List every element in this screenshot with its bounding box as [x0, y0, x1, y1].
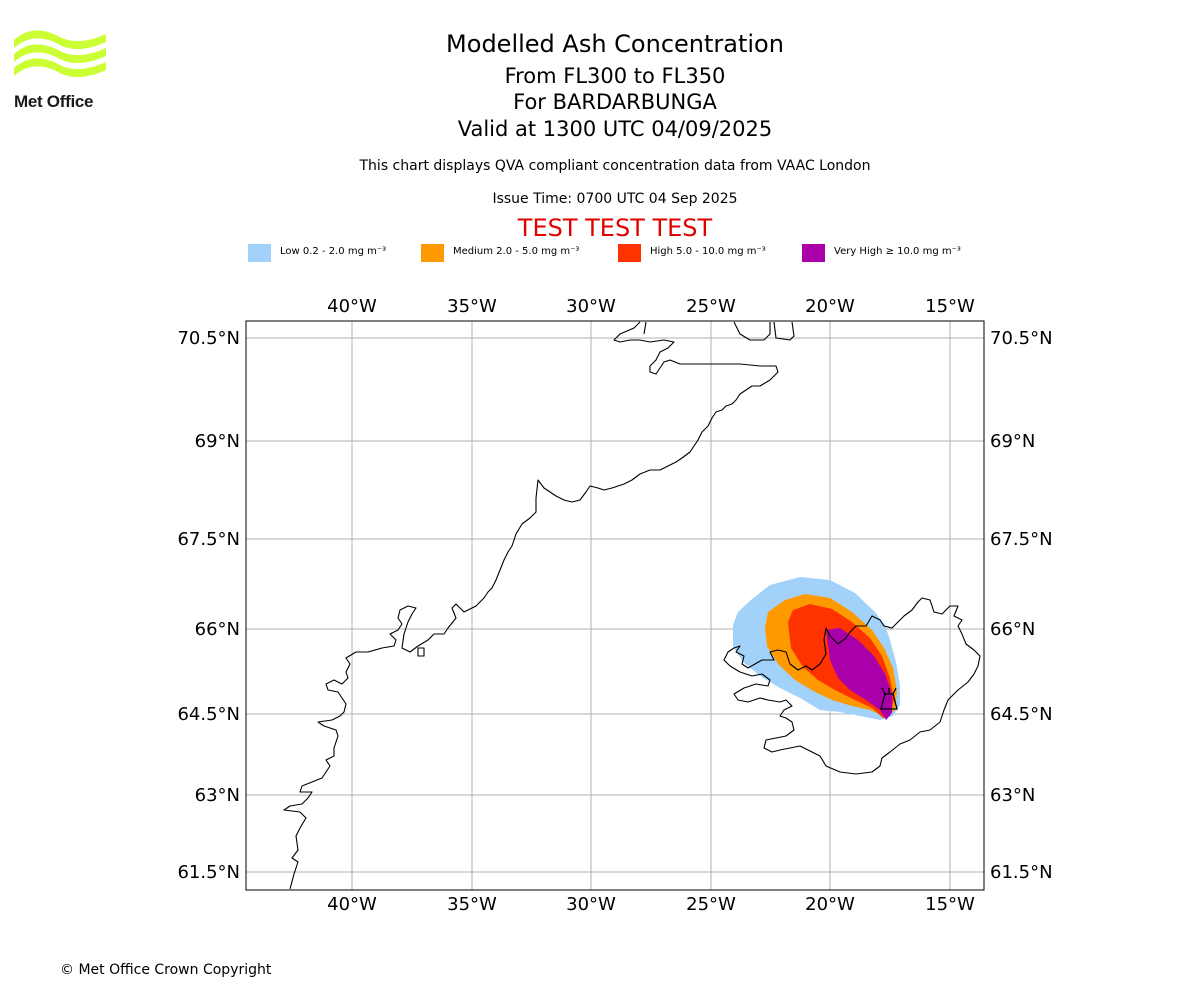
- lon-label-bottom-25w: 25°W: [686, 894, 736, 915]
- lat-label-left-64-5n: 64.5°N: [177, 704, 240, 725]
- lat-label-right-70-5n: 70.5°N: [990, 328, 1053, 349]
- legend-swatch-medium: [421, 244, 444, 262]
- issue-time: Issue Time: 0700 UTC 04 Sep 2025: [492, 191, 738, 207]
- lon-label-top-15w: 15°W: [925, 296, 975, 317]
- greenland-islet: [417, 647, 425, 657]
- iceland-coast: [723, 597, 981, 775]
- lon-label-top-20w: 20°W: [805, 296, 855, 317]
- lon-label-top-30w: 30°W: [566, 296, 616, 317]
- legend-label-very-high: Very High ≥ 10.0 mg m⁻³: [834, 246, 961, 257]
- logo-text: Met Office: [14, 92, 94, 111]
- lat-label-left-67-5n: 67.5°N: [177, 529, 240, 550]
- lat-label-right-66n: 66°N: [990, 619, 1035, 640]
- lat-label-left-69n: 69°N: [195, 431, 240, 452]
- test-banner: TEST TEST TEST: [517, 214, 713, 242]
- legend-label-high: High 5.0 - 10.0 mg m⁻³: [650, 246, 766, 257]
- lat-label-left-63n: 63°N: [195, 785, 240, 806]
- lon-label-top-40w: 40°W: [327, 296, 377, 317]
- volcano-name: For BARDARBUNGA: [513, 90, 717, 114]
- met-office-logo: Met Office: [14, 30, 110, 114]
- lat-label-left-66n: 66°N: [195, 619, 240, 640]
- lon-label-top-25w: 25°W: [686, 296, 736, 317]
- lon-label-top-35w: 35°W: [447, 296, 497, 317]
- legend-label-low: Low 0.2 - 2.0 mg m⁻³: [280, 246, 387, 257]
- lat-label-left-61-5n: 61.5°N: [177, 862, 240, 883]
- lat-label-left-70-5n: 70.5°N: [177, 328, 240, 349]
- greenland-coast-north: [643, 321, 795, 341]
- lat-label-right-69n: 69°N: [990, 431, 1035, 452]
- map-background: [246, 321, 984, 890]
- lat-label-right-61-5n: 61.5°N: [990, 862, 1053, 883]
- coastlines: [283, 321, 981, 890]
- lat-label-right-67-5n: 67.5°N: [990, 529, 1053, 550]
- lon-label-bottom-35w: 35°W: [447, 894, 497, 915]
- met-office-waves-icon: [14, 30, 106, 78]
- legend-label-medium: Medium 2.0 - 5.0 mg m⁻³: [453, 246, 580, 257]
- legend-swatch-very-high: [802, 244, 825, 262]
- lat-label-right-64-5n: 64.5°N: [990, 704, 1053, 725]
- legend-swatch-high: [618, 244, 641, 262]
- lon-label-bottom-15w: 15°W: [925, 894, 975, 915]
- legend-swatch-low: [248, 244, 271, 262]
- greenland-coast: [283, 321, 779, 890]
- valid-time: Valid at 1300 UTC 04/09/2025: [457, 117, 773, 141]
- volcano-icon: [880, 687, 898, 710]
- lat-label-right-63n: 63°N: [990, 785, 1035, 806]
- flight-level-range: From FL300 to FL350: [504, 64, 726, 88]
- copyright-notice: © Met Office Crown Copyright: [60, 962, 272, 978]
- lon-label-bottom-40w: 40°W: [327, 894, 377, 915]
- lon-label-bottom-30w: 30°W: [566, 894, 616, 915]
- chart-description: This chart displays QVA compliant concen…: [359, 158, 871, 174]
- map-frame: [245, 320, 985, 891]
- lon-label-bottom-20w: 20°W: [805, 894, 855, 915]
- ash-plume: [733, 577, 900, 720]
- ash-area-very-high: [826, 628, 892, 720]
- chart-title: Modelled Ash Concentration: [446, 30, 784, 58]
